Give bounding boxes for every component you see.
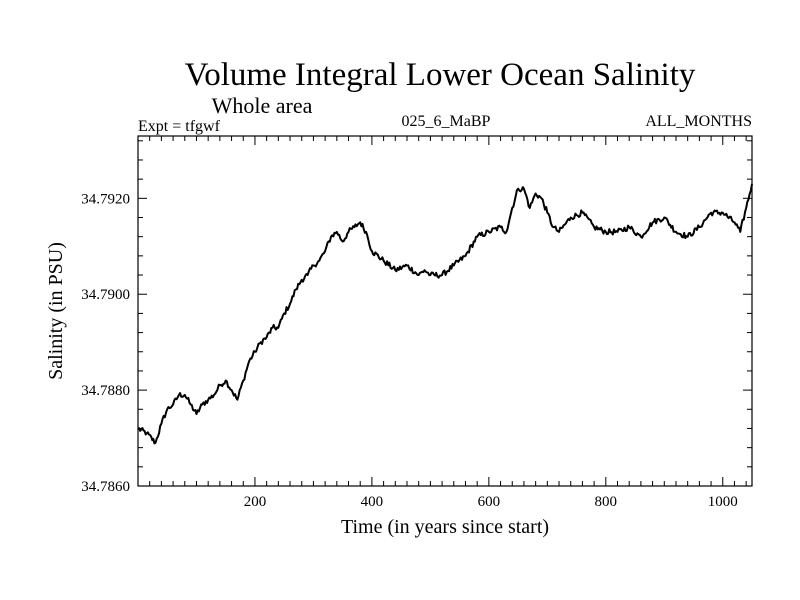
header-right: ALL_MONTHS	[645, 113, 752, 130]
x-axis: 200 400 600 800 1000	[149, 136, 747, 510]
chart-subtitle: Whole area	[212, 93, 313, 118]
y-axis: 34.7860 34.7880 34.7900 34.7920	[81, 140, 752, 495]
y-tick-label: 34.7880	[81, 383, 130, 399]
plot-frame	[137, 135, 753, 487]
x-tick-label: 800	[595, 494, 618, 510]
header-center: 025_6_MaBP	[402, 113, 491, 130]
y-tick-label: 34.7920	[81, 191, 130, 207]
x-tick-label: 1000	[708, 494, 738, 510]
x-tick-label: 600	[478, 494, 501, 510]
chart-title: Volume Integral Lower Ocean Salinity	[185, 57, 696, 93]
salinity-series-line	[137, 183, 753, 445]
x-axis-label: Time (in years since start)	[341, 516, 549, 538]
x-tick-label: 400	[361, 494, 384, 510]
x-tick-label: 200	[244, 494, 267, 510]
y-axis-label: Salinity (in PSU)	[45, 242, 67, 380]
header-left: Expt = tfgwf	[138, 118, 221, 135]
y-tick-label: 34.7860	[81, 479, 130, 495]
y-tick-label: 34.7900	[81, 287, 130, 303]
